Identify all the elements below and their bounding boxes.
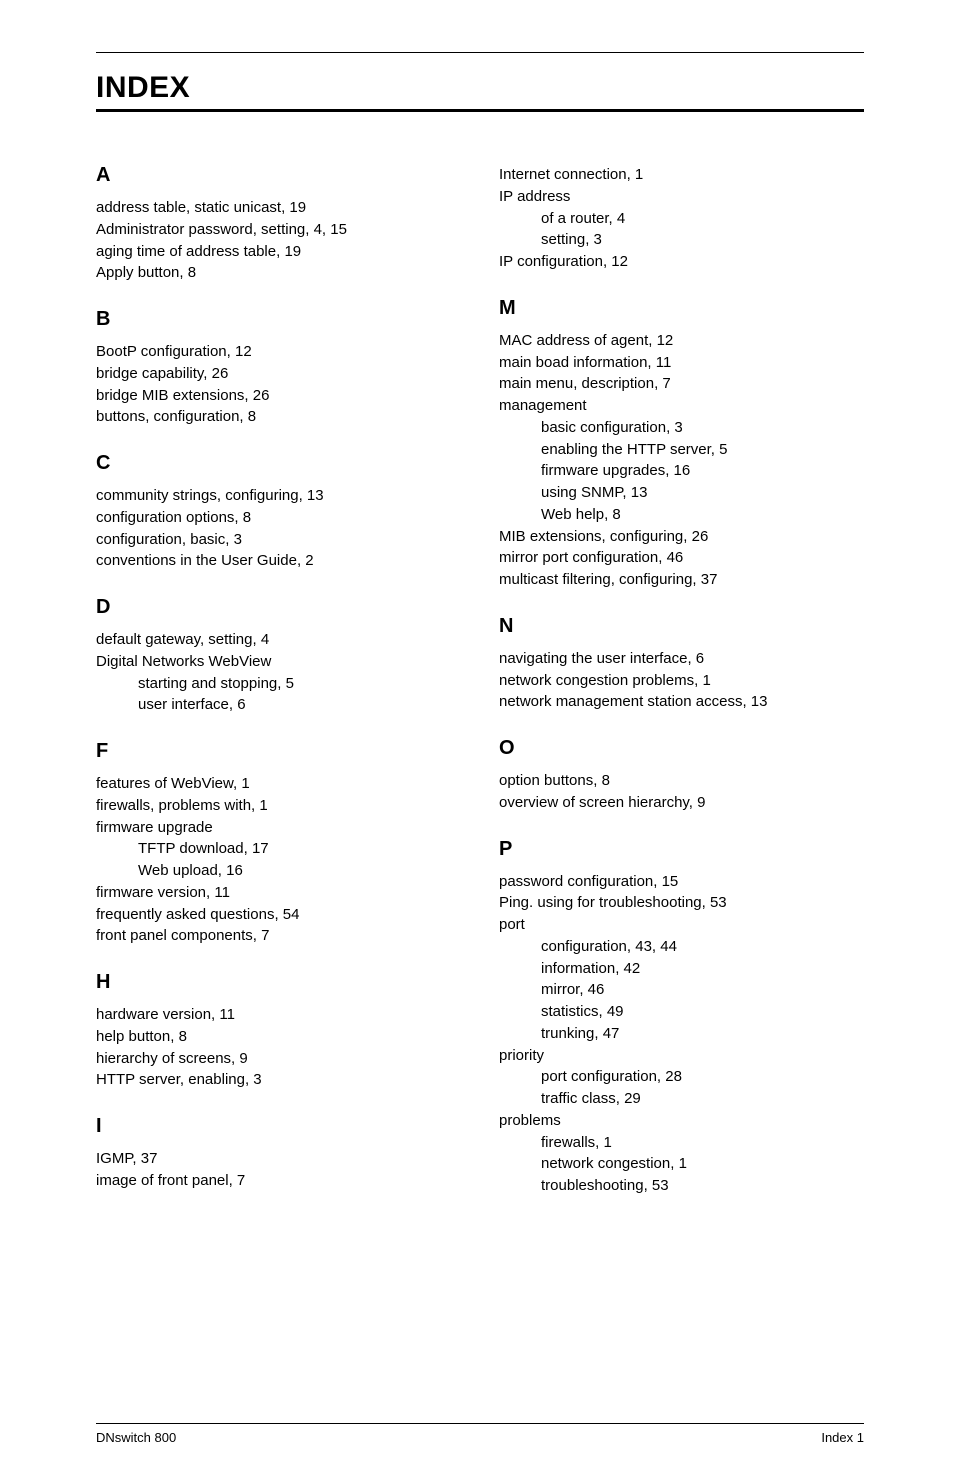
index-entry: community strings, configuring, 13 — [96, 485, 461, 507]
footer-rule — [96, 1423, 864, 1424]
index-letter: C — [96, 452, 461, 475]
right-column: Internet connection, 1IP addressof a rou… — [499, 164, 864, 1197]
index-entry: mirror port configuration, 46 — [499, 547, 864, 569]
index-entry: hierarchy of screens, 9 — [96, 1048, 461, 1070]
index-entry: configuration options, 8 — [96, 507, 461, 529]
footer-left: DNswitch 800 — [96, 1430, 176, 1445]
index-entry: Web help, 8 — [499, 504, 864, 526]
index-entry: mirror, 46 — [499, 979, 864, 1001]
index-entry: password configuration, 15 — [499, 871, 864, 893]
index-entry: image of front panel, 7 — [96, 1170, 461, 1192]
index-columns: Aaddress table, static unicast, 19Admini… — [96, 164, 864, 1197]
index-entry: information, 42 — [499, 958, 864, 980]
index-entry: firewalls, 1 — [499, 1132, 864, 1154]
index-entry: features of WebView, 1 — [96, 773, 461, 795]
index-entry: basic configuration, 3 — [499, 417, 864, 439]
page-footer: DNswitch 800 Index 1 — [96, 1423, 864, 1445]
index-entry: setting, 3 — [499, 229, 864, 251]
index-entry: network congestion, 1 — [499, 1153, 864, 1175]
index-entry: address table, static unicast, 19 — [96, 197, 461, 219]
index-entry: MAC address of agent, 12 — [499, 330, 864, 352]
index-entry: buttons, configuration, 8 — [96, 406, 461, 428]
thick-rule — [96, 109, 864, 112]
index-entry: network management station access, 13 — [499, 691, 864, 713]
index-entry: bridge MIB extensions, 26 — [96, 385, 461, 407]
index-entry: starting and stopping, 5 — [96, 673, 461, 695]
index-entry: BootP configuration, 12 — [96, 341, 461, 363]
index-entry: HTTP server, enabling, 3 — [96, 1069, 461, 1091]
index-entry: trunking, 47 — [499, 1023, 864, 1045]
index-entry: IP address — [499, 186, 864, 208]
index-entry: Administrator password, setting, 4, 15 — [96, 219, 461, 241]
index-entry: overview of screen hierarchy, 9 — [499, 792, 864, 814]
index-entry: Web upload, 16 — [96, 860, 461, 882]
index-entry: port configuration, 28 — [499, 1066, 864, 1088]
index-letter: A — [96, 164, 461, 187]
index-entry: using SNMP, 13 — [499, 482, 864, 504]
index-entry: help button, 8 — [96, 1026, 461, 1048]
index-letter: M — [499, 297, 864, 320]
index-entry: front panel components, 7 — [96, 925, 461, 947]
index-entry: port — [499, 914, 864, 936]
index-entry: option buttons, 8 — [499, 770, 864, 792]
footer-right: Index 1 — [821, 1430, 864, 1445]
index-entry: configuration, 43, 44 — [499, 936, 864, 958]
index-entry: Apply button, 8 — [96, 262, 461, 284]
index-entry: Internet connection, 1 — [499, 164, 864, 186]
index-letter: H — [96, 971, 461, 994]
index-letter: P — [499, 838, 864, 861]
index-entry: traffic class, 29 — [499, 1088, 864, 1110]
index-entry: problems — [499, 1110, 864, 1132]
index-entry: enabling the HTTP server, 5 — [499, 439, 864, 461]
footer-row: DNswitch 800 Index 1 — [96, 1430, 864, 1445]
index-entry: Digital Networks WebView — [96, 651, 461, 673]
index-entry: firmware upgrades, 16 — [499, 460, 864, 482]
index-entry: statistics, 49 — [499, 1001, 864, 1023]
index-letter: O — [499, 737, 864, 760]
index-entry: troubleshooting, 53 — [499, 1175, 864, 1197]
index-entry: configuration, basic, 3 — [96, 529, 461, 551]
index-entry: navigating the user interface, 6 — [499, 648, 864, 670]
index-entry: hardware version, 11 — [96, 1004, 461, 1026]
index-entry: TFTP download, 17 — [96, 838, 461, 860]
page-title: INDEX — [96, 71, 864, 105]
index-entry: MIB extensions, configuring, 26 — [499, 526, 864, 548]
index-entry: firmware version, 11 — [96, 882, 461, 904]
left-column: Aaddress table, static unicast, 19Admini… — [96, 164, 461, 1197]
index-page: INDEX Aaddress table, static unicast, 19… — [0, 0, 954, 1475]
index-entry: main menu, description, 7 — [499, 373, 864, 395]
index-entry: Ping. using for troubleshooting, 53 — [499, 892, 864, 914]
index-entry: conventions in the User Guide, 2 — [96, 550, 461, 572]
index-entry: multicast filtering, configuring, 37 — [499, 569, 864, 591]
index-entry: network congestion problems, 1 — [499, 670, 864, 692]
index-entry: firewalls, problems with, 1 — [96, 795, 461, 817]
index-entry: user interface, 6 — [96, 694, 461, 716]
index-entry: IGMP, 37 — [96, 1148, 461, 1170]
top-rule — [96, 52, 864, 53]
index-entry: aging time of address table, 19 — [96, 241, 461, 263]
index-entry: main boad information, 11 — [499, 352, 864, 374]
index-letter: F — [96, 740, 461, 763]
index-entry: firmware upgrade — [96, 817, 461, 839]
index-entry: frequently asked questions, 54 — [96, 904, 461, 926]
index-entry: of a router, 4 — [499, 208, 864, 230]
index-letter: D — [96, 596, 461, 619]
index-entry: management — [499, 395, 864, 417]
index-letter: B — [96, 308, 461, 331]
index-letter: I — [96, 1115, 461, 1138]
index-entry: default gateway, setting, 4 — [96, 629, 461, 651]
index-entry: priority — [499, 1045, 864, 1067]
index-entry: IP configuration, 12 — [499, 251, 864, 273]
index-letter: N — [499, 615, 864, 638]
index-entry: bridge capability, 26 — [96, 363, 461, 385]
